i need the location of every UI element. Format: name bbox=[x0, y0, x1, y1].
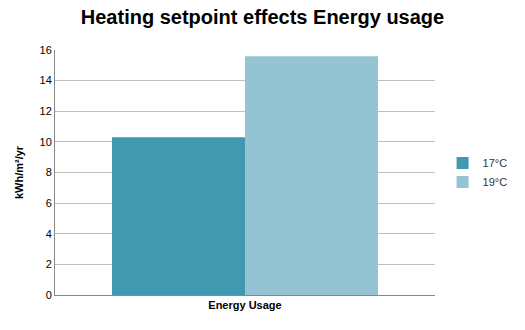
svg-text:10: 10 bbox=[40, 136, 52, 148]
svg-text:Heating setpoint effects Energ: Heating setpoint effects Energy usage bbox=[81, 6, 444, 28]
svg-text:14: 14 bbox=[40, 74, 52, 86]
svg-text:Energy Usage: Energy Usage bbox=[208, 299, 281, 311]
svg-text:8: 8 bbox=[46, 166, 52, 178]
svg-text:17°C: 17°C bbox=[483, 157, 508, 169]
svg-text:2: 2 bbox=[46, 258, 52, 270]
svg-text:6: 6 bbox=[46, 197, 52, 209]
svg-text:12: 12 bbox=[40, 105, 52, 117]
svg-text:4: 4 bbox=[46, 228, 52, 240]
svg-text:kWh/m²/yr: kWh/m²/yr bbox=[13, 145, 25, 199]
svg-text:16: 16 bbox=[40, 44, 52, 56]
svg-text:0: 0 bbox=[46, 289, 52, 301]
svg-text:19°C: 19°C bbox=[483, 176, 508, 188]
